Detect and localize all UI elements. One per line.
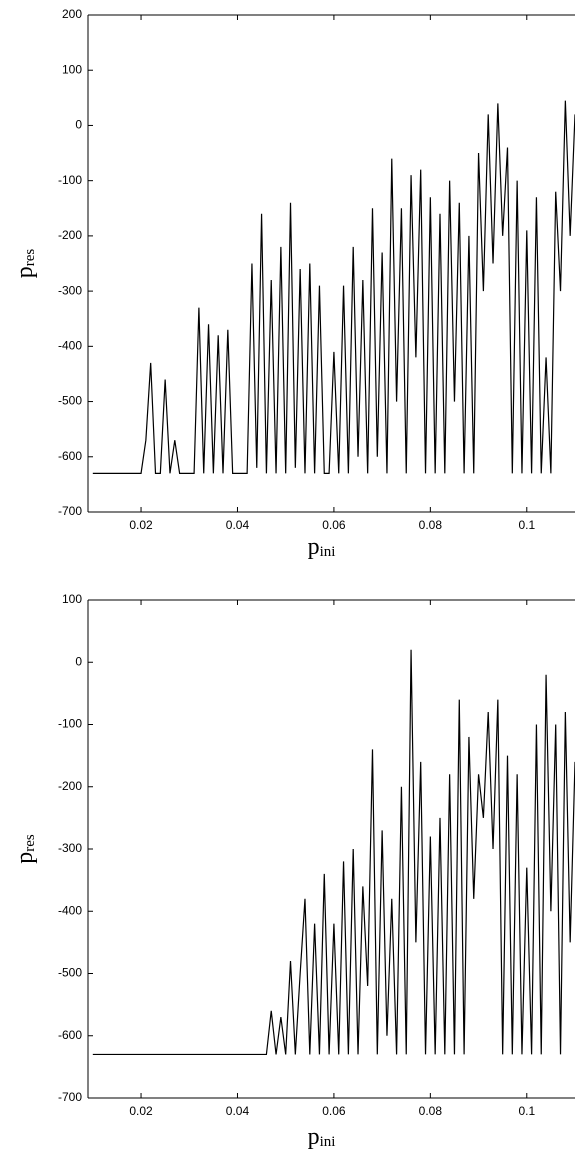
x-axis-label-sub: ini — [320, 544, 336, 560]
x-tick-label: 0.04 — [226, 518, 250, 532]
x-axis-label-main: p — [308, 1124, 320, 1150]
y-tick-label: -500 — [58, 394, 82, 408]
x-axis-label: pini — [308, 1124, 336, 1151]
x-tick-label: 0.1 — [518, 518, 535, 532]
data-line — [92, 649, 575, 1056]
y-tick-label: -700 — [58, 1090, 82, 1104]
x-axis-label-main: p — [308, 534, 320, 560]
y-tick-label: -500 — [58, 966, 82, 980]
y-axis-label-sub: res — [22, 834, 38, 852]
y-tick-label: 0 — [75, 654, 82, 668]
x-tick-label: 0.02 — [129, 1104, 153, 1118]
y-tick-label: 100 — [62, 592, 82, 606]
x-tick-label: 0.08 — [419, 518, 443, 532]
y-tick-label: -100 — [58, 717, 82, 731]
y-tick-label: -600 — [58, 449, 82, 463]
y-tick-label: -700 — [58, 504, 82, 518]
y-tick-label: -600 — [58, 1028, 82, 1042]
y-tick-label: -400 — [58, 903, 82, 917]
y-tick-label: -100 — [58, 173, 82, 187]
x-tick-label: 0.02 — [129, 518, 153, 532]
y-tick-label: 100 — [62, 62, 82, 76]
x-tick-label: 0.1 — [518, 1104, 535, 1118]
y-tick-label: -300 — [58, 283, 82, 297]
x-tick-label: 0.06 — [322, 518, 346, 532]
x-tick-label: 0.06 — [322, 1104, 346, 1118]
y-tick-label: -400 — [58, 339, 82, 353]
y-tick-label: 200 — [62, 7, 82, 21]
y-axis-label: pres — [12, 249, 39, 279]
data-line — [92, 100, 575, 474]
x-tick-label: 0.04 — [226, 1104, 250, 1118]
y-tick-label: -200 — [58, 779, 82, 793]
y-tick-label: 0 — [75, 118, 82, 132]
y-tick-label: -200 — [58, 228, 82, 242]
y-axis-label-main: p — [12, 852, 38, 864]
x-axis-label-sub: ini — [320, 1134, 336, 1150]
y-tick-label: -300 — [58, 841, 82, 855]
y-axis-label-main: p — [12, 266, 38, 278]
y-axis-label: pres — [12, 834, 39, 864]
x-tick-label: 0.08 — [419, 1104, 443, 1118]
x-axis-label: pini — [308, 534, 336, 561]
y-axis-label-sub: res — [22, 249, 38, 267]
